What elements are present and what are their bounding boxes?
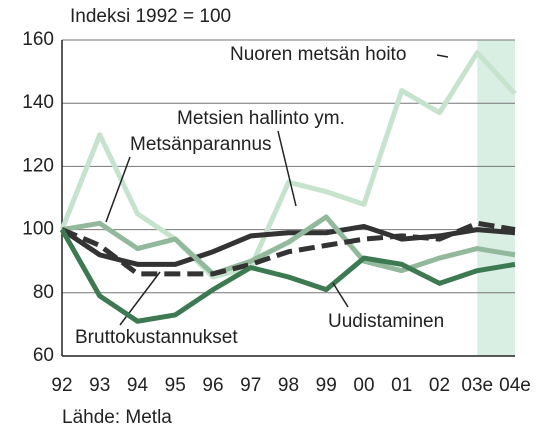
label-bg (175, 108, 347, 130)
x-tick-label: 92 (51, 375, 72, 396)
series-line (59, 228, 516, 324)
leader-line (436, 54, 449, 58)
label-bg (326, 311, 447, 333)
x-tick-label: 99 (316, 375, 337, 396)
y-tick-label: 120 (22, 155, 54, 176)
x-tick-label: 03e (461, 375, 493, 396)
series-label: Metsänparannus (130, 134, 272, 155)
x-tick-label: 94 (127, 375, 149, 396)
label-bg (128, 134, 274, 156)
y-tick-label: 80 (33, 282, 54, 303)
leader-line (105, 156, 131, 223)
series-line (61, 220, 516, 277)
chart-title: Indeksi 1992 = 100 (70, 6, 231, 27)
x-tick-label: 93 (89, 375, 110, 396)
series-label: Bruttokustannukset (75, 327, 238, 348)
series-line (60, 223, 516, 267)
series-line (61, 214, 516, 277)
label-bg (73, 327, 241, 349)
source: Lähde: Metla (62, 407, 172, 428)
series-label: Metsien hallinto ym. (177, 108, 345, 129)
x-tick-label: 95 (165, 375, 186, 396)
x-tick-label: 00 (353, 375, 374, 396)
x-tick-label: 01 (391, 375, 412, 396)
y-tick-label: 100 (22, 219, 54, 240)
y-tick-label: 140 (22, 92, 54, 113)
x-tick-label: 98 (278, 375, 299, 396)
y-tick-label: 160 (22, 29, 54, 50)
x-tick-label: 04e (499, 375, 531, 396)
series-label: Nuoren metsän hoito (230, 44, 406, 65)
x-tick-label: 97 (240, 375, 261, 396)
series-line (59, 50, 517, 280)
x-tick-label: 96 (202, 375, 223, 396)
forecast-band (477, 40, 515, 356)
leader-line (332, 282, 349, 308)
leader-line (277, 130, 297, 207)
series-label: Uudistaminen (328, 311, 444, 332)
y-tick-label: 60 (33, 345, 54, 366)
label-bg (228, 44, 409, 66)
x-tick-label: 02 (429, 375, 450, 396)
